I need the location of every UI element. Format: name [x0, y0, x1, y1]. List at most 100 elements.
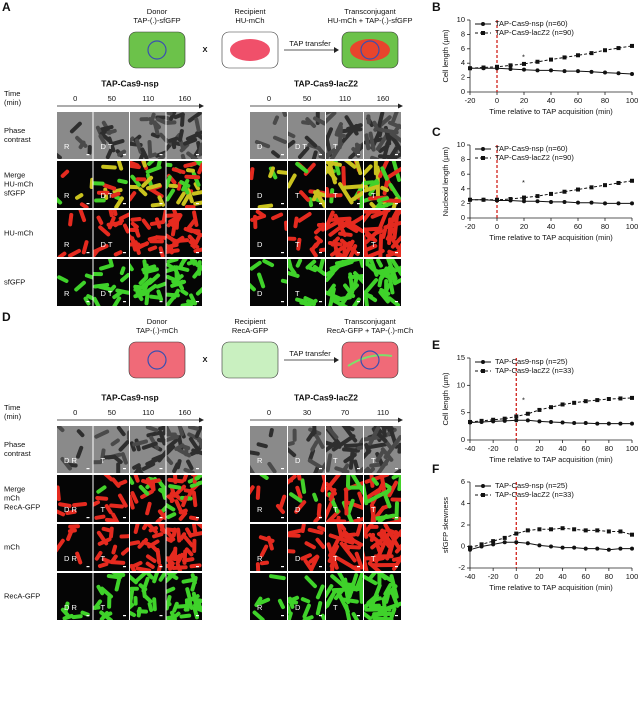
cell: [117, 178, 128, 185]
cell: [120, 273, 129, 283]
cell: [111, 296, 122, 306]
cell: [392, 265, 401, 274]
cell: [344, 115, 359, 136]
legend-label: TAP-Cas9-lacZ2 (n=90): [495, 153, 574, 162]
cell: [288, 264, 297, 276]
cell: [383, 435, 401, 460]
cell: [133, 596, 138, 606]
cell: [303, 296, 314, 304]
cell: [138, 484, 150, 496]
scale-bar: [159, 517, 163, 519]
cell: [93, 181, 105, 186]
scale-bar: [395, 154, 398, 156]
cell: [364, 164, 373, 180]
row-label: mCh: [4, 493, 20, 502]
cell: [387, 274, 395, 295]
data-point: [549, 544, 553, 549]
micrograph: [130, 112, 166, 159]
cell: [314, 235, 323, 244]
cell: [275, 503, 286, 514]
cell: [277, 598, 285, 610]
cell-annotation: T: [371, 505, 376, 514]
cell: [295, 259, 303, 268]
cross: X: [202, 355, 207, 364]
cell-annotation: D: [257, 289, 263, 298]
cell: [376, 432, 388, 443]
cell: [189, 480, 202, 488]
cell: [364, 466, 370, 473]
micrograph: T: [93, 573, 129, 620]
cell: [166, 595, 172, 611]
cell: [96, 215, 104, 225]
scale-bar: [123, 566, 126, 568]
data-point: [606, 397, 611, 401]
data-point: [576, 69, 580, 74]
cell: [288, 270, 300, 278]
scale-bar: [196, 154, 199, 156]
cell: [166, 214, 180, 228]
data-point: [630, 546, 634, 551]
micrograph: D R: [57, 475, 93, 522]
cell: [145, 554, 157, 563]
scale-bar: [86, 468, 90, 470]
x-tick-label: 0: [495, 222, 499, 231]
cell: [166, 231, 174, 242]
cell: [166, 529, 176, 542]
cell: [250, 462, 256, 473]
cell: [168, 484, 182, 490]
cell: [166, 586, 176, 595]
cell: [130, 441, 136, 452]
cell: [326, 509, 341, 522]
cell-annotation: R: [64, 240, 70, 249]
micrograph: [166, 524, 202, 571]
cell: [268, 166, 275, 179]
cell: [250, 167, 255, 181]
cell-annotation: D R: [64, 554, 78, 563]
cell: [57, 508, 66, 517]
cell: [63, 601, 70, 613]
scale-bar: [123, 252, 126, 254]
cell: [288, 611, 293, 620]
legend-marker: [481, 156, 485, 160]
cell: [288, 130, 296, 139]
data-point: [583, 421, 588, 426]
cell: [368, 603, 381, 609]
cell: [62, 613, 74, 620]
cell: [318, 154, 325, 159]
cell: [328, 216, 352, 222]
cell: [250, 260, 262, 271]
data-point: [595, 398, 600, 403]
cell: [317, 525, 325, 533]
cell: [288, 549, 296, 554]
scale-bar: [395, 517, 398, 519]
cell: [327, 283, 336, 295]
cell: [79, 202, 89, 208]
cell: [130, 475, 135, 485]
cell: [141, 441, 158, 450]
cell: [166, 262, 176, 270]
series-line: [469, 45, 633, 69]
cell: [148, 273, 161, 285]
cell: [368, 532, 386, 548]
cell: [161, 426, 166, 436]
micrograph: D: [288, 426, 325, 473]
cell: [57, 151, 62, 159]
series-line: [469, 527, 633, 549]
cell: [197, 161, 202, 175]
cell: [150, 132, 160, 139]
data-point: [560, 420, 565, 425]
data-point: [630, 421, 634, 426]
data-point: [616, 46, 621, 51]
cell: [292, 428, 297, 442]
cell: [138, 187, 148, 197]
cell: [378, 265, 392, 282]
cell: [328, 537, 341, 558]
cell: [175, 552, 185, 566]
cell: [145, 457, 159, 467]
cell: [321, 475, 325, 482]
data-point: [618, 421, 623, 426]
y-tick-label: 4: [461, 498, 465, 507]
cell: [344, 603, 353, 620]
cell: [364, 180, 375, 186]
cell-annotation: D R: [64, 456, 78, 465]
